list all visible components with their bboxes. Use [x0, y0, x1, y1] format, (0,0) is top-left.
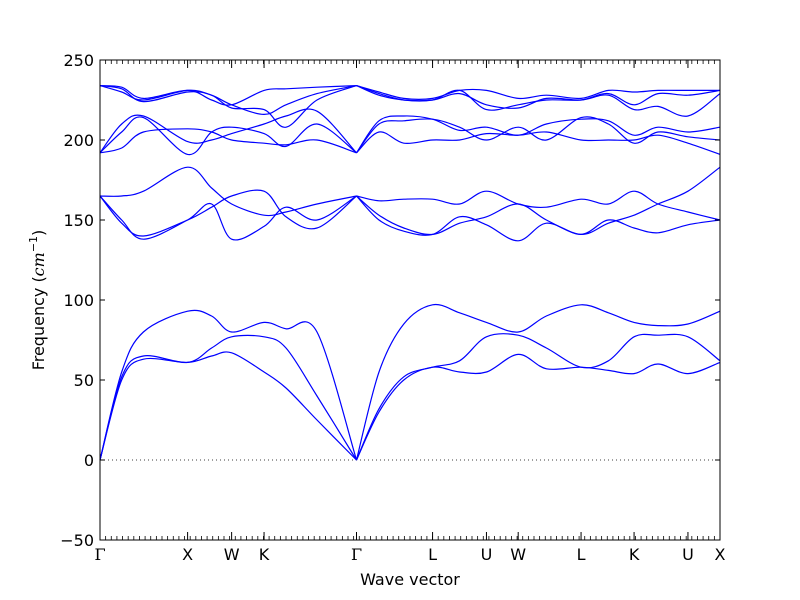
x-tick-label: U — [682, 545, 694, 564]
dispersion-branch-9 — [99, 166, 357, 217]
y-tick-label: 200 — [63, 131, 94, 150]
y-tick-label: 250 — [63, 51, 94, 70]
x-tick-label: W — [510, 545, 526, 564]
dispersion-branch-17 — [356, 116, 721, 154]
dispersion-branch-12 — [356, 190, 721, 221]
dispersion-branch-10 — [356, 195, 721, 242]
dispersion-branch-20 — [99, 85, 357, 116]
y-tick-label: −50 — [60, 531, 94, 550]
x-tick-label: Γ — [94, 545, 105, 564]
x-tick-label: K — [629, 545, 640, 564]
dispersion-branch-1 — [99, 351, 357, 461]
x-tick-label: L — [577, 545, 586, 564]
dispersion-branch-11 — [356, 166, 721, 236]
y-axis-title-unit: cm — [29, 252, 48, 276]
x-tick-label: X — [182, 545, 193, 564]
x-tick-label: X — [715, 545, 726, 564]
dispersion-branch-15 — [99, 108, 357, 154]
dispersion-branch-6 — [355, 303, 721, 461]
dispersion-branch-23 — [356, 85, 721, 111]
y-axis-title-unit-exp: −1 — [27, 236, 40, 252]
dispersion-branch-2 — [99, 334, 358, 461]
dispersion-branch-14 — [99, 116, 357, 156]
x-tick-label: U — [481, 545, 493, 564]
dispersion-branch-13 — [99, 128, 357, 154]
y-axis-ticks: −50 0 50 100 150 200 250 — [60, 51, 720, 550]
x-tick-label: Γ — [351, 545, 362, 564]
dispersion-branch-19 — [99, 85, 357, 128]
dispersion-branch-4 — [355, 353, 721, 461]
x-axis-title: Wave vector — [360, 570, 460, 589]
dispersion-curves — [99, 85, 721, 461]
x-axis-minor-ticks — [99, 60, 721, 540]
dispersion-branch-21 — [99, 85, 357, 106]
y-axis-title-text: Frequency — [29, 288, 48, 371]
dispersion-branch-24 — [356, 85, 720, 100]
dispersion-branch-8 — [99, 189, 357, 237]
y-tick-label: 50 — [74, 371, 94, 390]
y-axis-title: Frequency (cm−1) — [27, 230, 48, 371]
dispersion-branch-5 — [355, 333, 721, 461]
x-tick-label: L — [428, 545, 437, 564]
dispersion-branch-16 — [356, 131, 721, 155]
y-tick-label: 150 — [63, 211, 94, 230]
y-tick-label: 0 — [84, 451, 94, 470]
y-tick-label: 100 — [63, 291, 94, 310]
x-tick-label: W — [224, 545, 240, 564]
dispersion-branch-3 — [99, 309, 358, 461]
dispersion-branch-18 — [355, 115, 721, 154]
x-tick-label: K — [259, 545, 270, 564]
